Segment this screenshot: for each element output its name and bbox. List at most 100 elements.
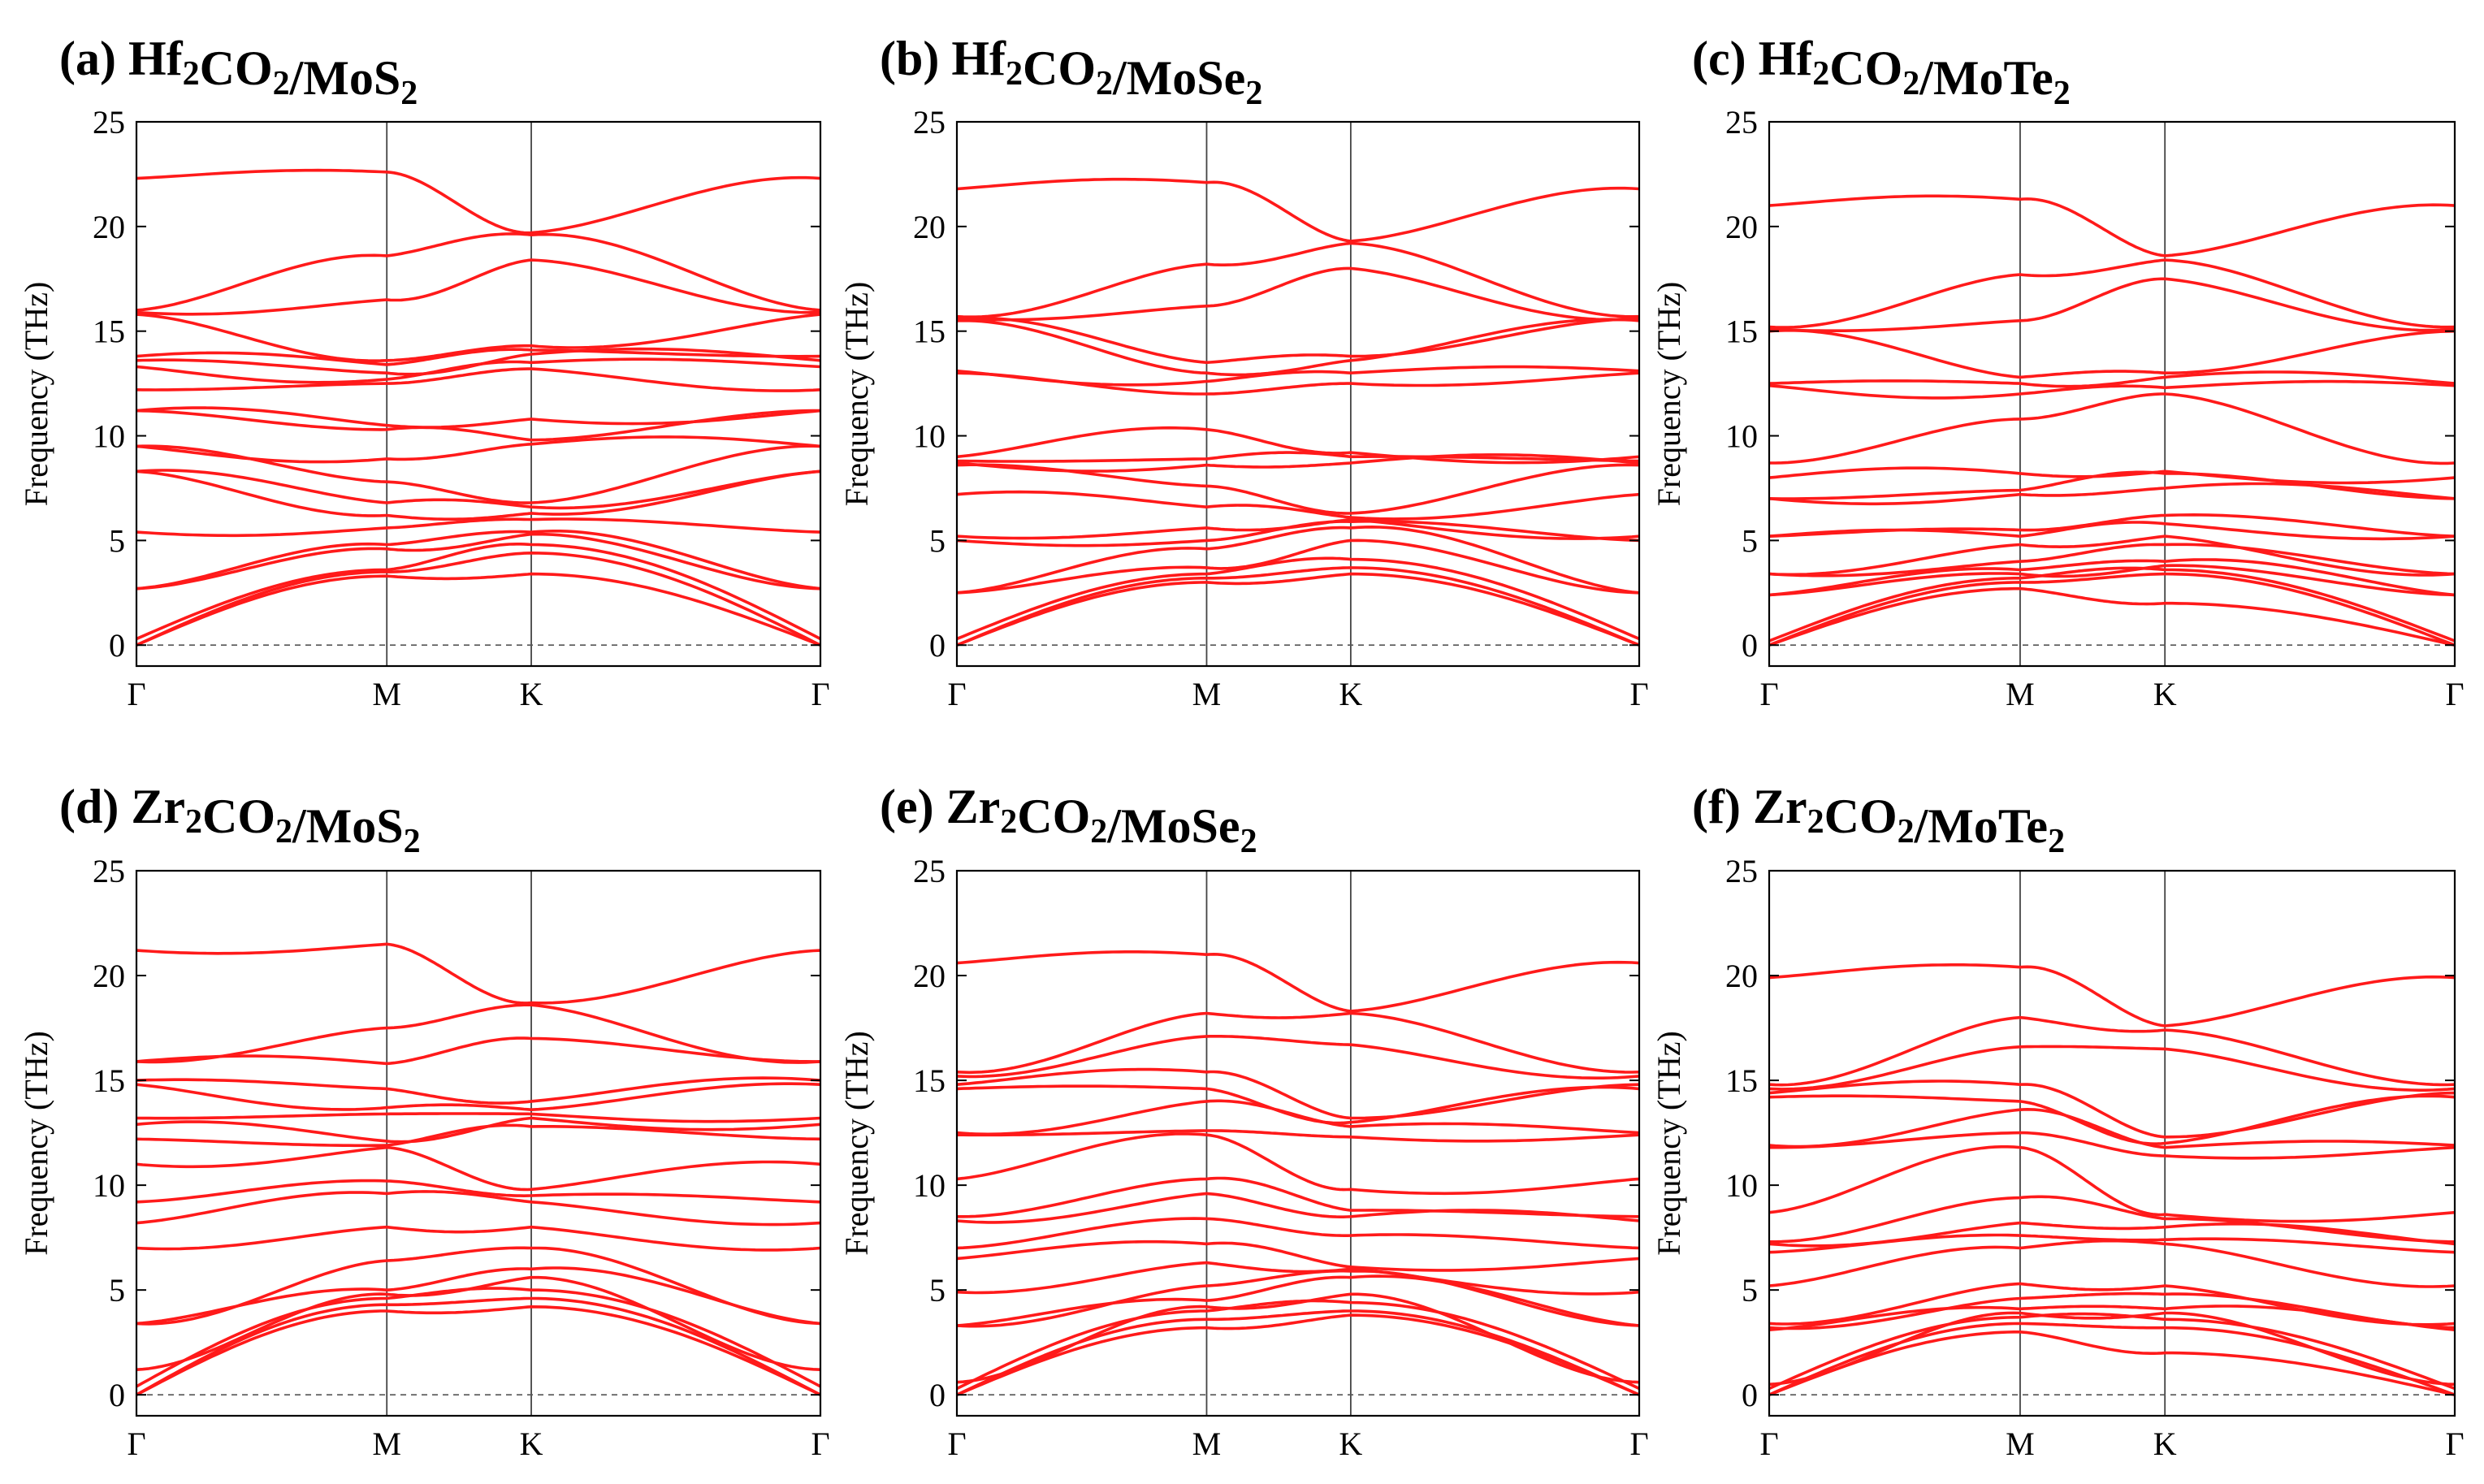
phonon-band — [957, 1217, 1639, 1250]
phonon-panel-1: (a) Hf2CO2/MoS2 Frequency (THz) 0 5 10 15 20 25… — [18, 32, 830, 712]
phonon-band — [1769, 564, 2455, 597]
phonon-band — [1769, 1045, 2455, 1092]
phonon-band — [957, 316, 1639, 365]
kpoint-label: K — [1339, 676, 1362, 712]
y-tick-label: 15 — [1725, 1062, 1758, 1099]
phonon-band — [136, 532, 820, 591]
phonon-band — [136, 1082, 820, 1111]
phonon-band — [957, 1129, 1639, 1143]
plot-frame — [1768, 120, 2456, 668]
y-tick-label: 20 — [93, 958, 125, 994]
phonon-band — [136, 469, 820, 510]
phonon-band — [1769, 586, 2455, 647]
phonon-band — [1769, 1094, 2455, 1145]
y-tick-label: 5 — [1742, 1272, 1758, 1309]
panel-title: (c) Hf2CO2/MoTe2 — [1692, 32, 2071, 112]
phonon-band — [1769, 1282, 2455, 1326]
phonon-band — [1769, 482, 2455, 506]
phonon-band — [957, 365, 1639, 387]
phonon-band — [957, 1269, 1639, 1328]
kpoint-label: M — [372, 676, 401, 712]
phonon-band — [136, 347, 820, 376]
phonon-band — [957, 371, 1639, 396]
plot-frame — [955, 120, 1641, 668]
phonon-band — [136, 313, 820, 362]
phonon-band — [136, 444, 820, 504]
phonon-band — [136, 942, 820, 1005]
phonon-band — [1769, 194, 2455, 257]
y-tick-label: 20 — [913, 958, 946, 994]
panel-title: (b) Hf2CO2/MoSe2 — [880, 32, 1262, 112]
phonon-band — [136, 1003, 820, 1064]
y-axis-label: Frequency (THz) — [18, 282, 54, 507]
phonon-band — [1769, 566, 2455, 642]
phonon-band — [136, 406, 820, 429]
y-tick-label: 25 — [93, 104, 125, 141]
phonon-band — [136, 517, 820, 538]
y-tick-label: 0 — [929, 627, 946, 664]
y-tick-label: 5 — [109, 1272, 125, 1309]
kpoint-label: Γ — [2445, 676, 2464, 712]
phonon-band — [136, 348, 820, 366]
phonon-band — [957, 1292, 1639, 1384]
phonon-band — [1769, 558, 2455, 597]
phonon-band — [136, 1123, 820, 1148]
y-tick-label: 5 — [929, 1272, 946, 1309]
kpoint-label: K — [2153, 676, 2177, 712]
plot-frame — [1768, 869, 2456, 1417]
phonon-band — [1769, 1079, 2455, 1139]
phonon-band — [1769, 277, 2455, 332]
phonon-band — [957, 318, 1639, 377]
phonon-band — [957, 520, 1639, 547]
phonon-panel-4: (d) Zr2CO2/MoS2 Frequency (THz) 0 5 10 15 20 25… — [18, 780, 830, 1462]
phonon-band — [957, 1313, 1639, 1396]
phonon-band — [957, 1261, 1639, 1296]
kpoint-label: Γ — [811, 1426, 829, 1462]
phonon-band — [136, 409, 820, 442]
kpoint-label: Γ — [811, 676, 829, 712]
plot-frame — [135, 120, 822, 668]
kpoint-label: Γ — [947, 1426, 966, 1462]
phonon-band — [1769, 1311, 2455, 1387]
y-tick-label: 0 — [1742, 1377, 1758, 1413]
phonon-band — [136, 435, 820, 464]
kpoint-label: Γ — [1759, 1426, 1778, 1462]
phonon-band — [136, 530, 820, 591]
phonon-band — [1769, 370, 2455, 388]
plot-frame — [955, 869, 1641, 1417]
band-group — [1769, 194, 2455, 647]
phonon-band — [957, 266, 1639, 322]
y-tick-label: 25 — [1725, 853, 1758, 889]
phonon-band — [957, 177, 1639, 243]
kpoint-label: Γ — [127, 1426, 145, 1462]
kpoint-label: Γ — [947, 676, 966, 712]
y-axis-label: Frequency (THz) — [838, 282, 875, 507]
phonon-band — [957, 1084, 1639, 1125]
band-group — [136, 942, 820, 1396]
y-tick-label: 15 — [93, 1062, 125, 1099]
phonon-panel-6: (f) Zr2CO2/MoTe2 Frequency (THz) 0 5 10 15 20 2… — [1651, 780, 2465, 1462]
phonon-band — [957, 241, 1639, 318]
phonon-band — [957, 1274, 1639, 1327]
y-tick-label: 10 — [93, 418, 125, 455]
phonon-band — [1769, 466, 2455, 485]
phonon-band — [957, 1035, 1639, 1079]
phonon-band — [1769, 1221, 2455, 1248]
phonon-band — [957, 556, 1639, 641]
phonon-band — [1769, 534, 2455, 577]
phonon-band — [1769, 392, 2455, 465]
y-tick-label: 20 — [1725, 958, 1758, 994]
kpoint-label: K — [1339, 1426, 1362, 1462]
phonon-band — [957, 463, 1639, 515]
phonon-band — [136, 1076, 820, 1105]
phonon-band — [1769, 1145, 2455, 1223]
y-tick-label: 20 — [1725, 209, 1758, 245]
y-tick-label: 25 — [1725, 104, 1758, 141]
phonon-band — [957, 451, 1639, 463]
kpoint-label: K — [520, 1426, 543, 1462]
phonon-band — [136, 168, 820, 235]
phonon-band — [957, 539, 1639, 595]
phonon-band — [136, 543, 820, 641]
phonon-band — [136, 367, 820, 392]
kpoint-label: K — [520, 676, 543, 712]
